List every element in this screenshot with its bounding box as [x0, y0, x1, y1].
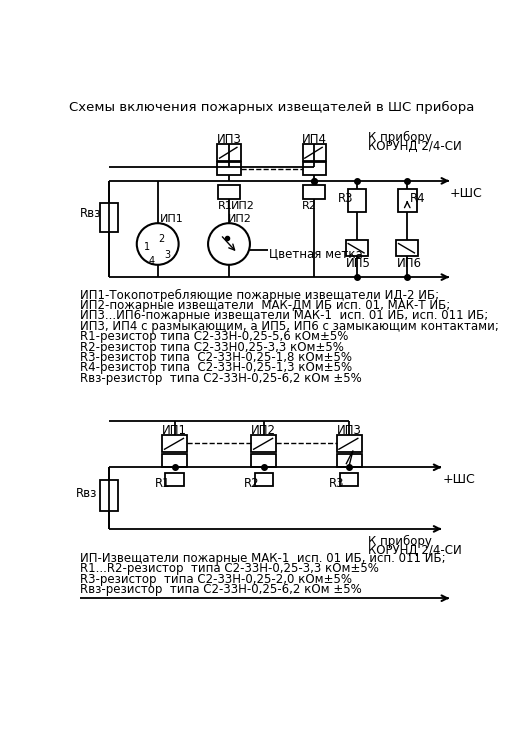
Bar — [337, 454, 361, 466]
Bar — [396, 240, 418, 256]
Text: Схемы включения пожарных извещателей в ШС прибора: Схемы включения пожарных извещателей в Ш… — [69, 100, 474, 114]
Text: Rвз: Rвз — [76, 487, 98, 500]
Bar — [337, 435, 361, 452]
Bar — [251, 454, 276, 466]
Text: +ШС: +ШС — [450, 187, 483, 200]
Text: R1: R1 — [218, 201, 233, 211]
Text: Rвз: Rвз — [80, 207, 101, 220]
Bar — [100, 481, 118, 512]
Bar — [100, 203, 118, 232]
Text: КОРУНД 2/4-СИ: КОРУНД 2/4-СИ — [368, 140, 462, 153]
Bar — [165, 473, 184, 486]
Text: ИП3: ИП3 — [217, 133, 242, 146]
Bar — [303, 163, 326, 175]
Text: ИП4: ИП4 — [302, 133, 327, 146]
Text: КОРУНД 2/4-СИ: КОРУНД 2/4-СИ — [368, 544, 462, 557]
Text: Rвз-резистор  типа С2-33Н-0,25-6,2 кОм ±5%: Rвз-резистор типа С2-33Н-0,25-6,2 кОм ±5… — [80, 372, 362, 385]
Bar — [303, 144, 326, 160]
Text: R1...R2-резистор  типа С2-33Н-0,25-3,3 кОм±5%: R1...R2-резистор типа С2-33Н-0,25-3,3 кО… — [80, 562, 379, 575]
Text: К прибору: К прибору — [368, 130, 432, 144]
Bar — [217, 144, 241, 160]
Text: Цветная метка: Цветная метка — [269, 247, 363, 260]
Text: К прибору: К прибору — [368, 535, 432, 548]
Text: ИП5: ИП5 — [346, 257, 371, 270]
Text: ИП1: ИП1 — [160, 214, 184, 224]
Bar — [398, 188, 417, 211]
Bar — [254, 473, 273, 486]
Text: R4-резистор типа  С2-33Н-0,25-1,3 кОм±5%: R4-резистор типа С2-33Н-0,25-1,3 кОм±5% — [80, 362, 352, 374]
Text: R3: R3 — [338, 193, 354, 206]
Text: R3: R3 — [329, 477, 344, 490]
Text: R3-резистор типа  С2-33Н-0,25-1,8 кОм±5%: R3-резистор типа С2-33Н-0,25-1,8 кОм±5% — [80, 351, 352, 364]
Bar — [346, 240, 368, 256]
Bar — [340, 473, 358, 486]
Text: ИП3, ИП4 с размыкающим, а ИП5, ИП6 с замыкающим контактами;: ИП3, ИП4 с размыкающим, а ИП5, ИП6 с зам… — [80, 320, 499, 333]
Text: ИП2: ИП2 — [227, 214, 251, 224]
Text: ИП2-пожарные извещатели  МАК-ДМ ИБ исп. 01, МАК-Т ИБ;: ИП2-пожарные извещатели МАК-ДМ ИБ исп. 0… — [80, 299, 450, 312]
Text: 4: 4 — [148, 256, 155, 266]
Text: R2: R2 — [302, 201, 317, 211]
Text: R1: R1 — [155, 477, 170, 490]
Text: ИП3...ИП6-пожарные извещатели МАК-1  исп. 01 ИБ, исп. 011 ИБ;: ИП3...ИП6-пожарные извещатели МАК-1 исп.… — [80, 310, 489, 322]
Text: ИП1: ИП1 — [162, 424, 187, 437]
Text: R4: R4 — [410, 193, 426, 206]
Bar — [162, 435, 187, 452]
Text: ИП2: ИП2 — [251, 424, 276, 437]
Text: ИП-Извещатели пожарные МАК-1  исп. 01 ИБ, исп. 011 ИБ;: ИП-Извещатели пожарные МАК-1 исп. 01 ИБ,… — [80, 552, 446, 565]
Text: R1-резистор типа С2-33Н-0,25-5,6 кОм±5%: R1-резистор типа С2-33Н-0,25-5,6 кОм±5% — [80, 330, 349, 344]
Text: R3-резистор  типа С2-33Н-0,25-2,0 кОм±5%: R3-резистор типа С2-33Н-0,25-2,0 кОм±5% — [80, 573, 352, 586]
Text: 3: 3 — [165, 251, 171, 260]
Bar — [218, 184, 240, 199]
Text: ИП3: ИП3 — [337, 424, 361, 437]
Bar — [217, 163, 241, 175]
Bar — [303, 184, 325, 199]
Text: ИП2: ИП2 — [231, 201, 254, 211]
Text: ИП6: ИП6 — [396, 257, 421, 270]
Text: Rвз-резистор  типа С2-33Н-0,25-6,2 кОм ±5%: Rвз-резистор типа С2-33Н-0,25-6,2 кОм ±5… — [80, 584, 362, 596]
Text: R2: R2 — [244, 477, 259, 490]
Text: 2: 2 — [158, 234, 165, 244]
Bar — [162, 454, 187, 466]
Text: +ШС: +ШС — [442, 473, 475, 487]
Text: ИП1-Токопотребляющие пожарные извещатели ИД-2 ИБ;: ИП1-Токопотребляющие пожарные извещатели… — [80, 289, 439, 302]
Bar — [251, 435, 276, 452]
Bar — [348, 188, 366, 211]
Text: R2-резистор типа С2-33Н0,25-3,3 кОм±5%: R2-резистор типа С2-33Н0,25-3,3 кОм±5% — [80, 340, 344, 354]
Text: 1: 1 — [144, 242, 150, 252]
